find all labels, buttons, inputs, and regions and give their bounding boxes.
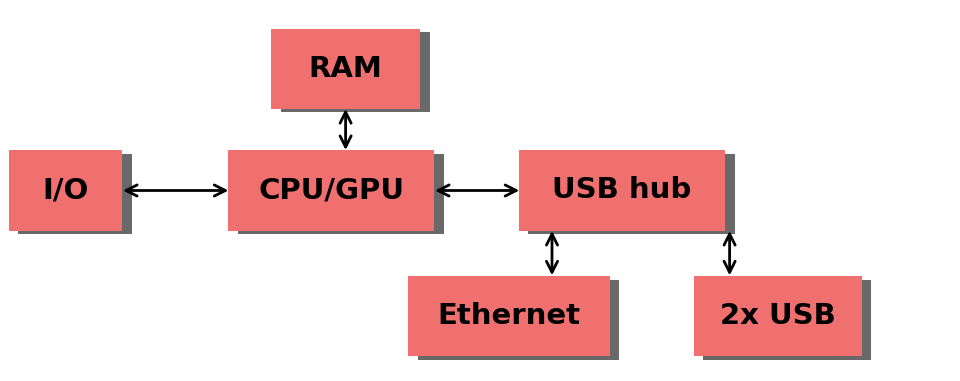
Bar	[228, 150, 434, 231]
Text: USB hub: USB hub	[552, 176, 692, 205]
Bar	[280, 32, 429, 112]
Bar	[693, 276, 861, 356]
Text: 2x USB: 2x USB	[720, 302, 835, 330]
Bar	[518, 150, 726, 231]
Text: I/O: I/O	[42, 176, 88, 205]
Bar	[528, 154, 735, 234]
Text: CPU/GPU: CPU/GPU	[258, 176, 404, 205]
Bar	[408, 276, 610, 356]
Bar	[238, 154, 444, 234]
Bar	[271, 29, 420, 109]
Text: RAM: RAM	[309, 54, 382, 83]
Bar	[703, 280, 872, 360]
Bar	[418, 280, 619, 360]
Text: Ethernet: Ethernet	[438, 302, 580, 330]
Bar	[9, 150, 122, 231]
Bar	[18, 154, 132, 234]
